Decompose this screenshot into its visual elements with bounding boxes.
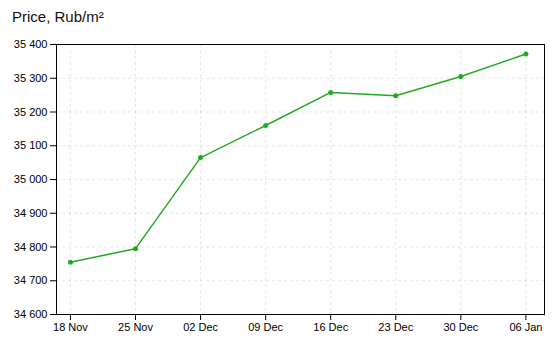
- svg-text:02 Dec: 02 Dec: [183, 321, 218, 333]
- svg-text:09 Dec: 09 Dec: [248, 321, 283, 333]
- svg-text:06 Jan: 06 Jan: [509, 321, 542, 333]
- svg-text:34 800: 34 800: [14, 241, 48, 253]
- svg-text:34 600: 34 600: [14, 308, 48, 320]
- svg-text:35 200: 35 200: [14, 106, 48, 118]
- svg-text:35 400: 35 400: [14, 38, 48, 50]
- svg-text:34 700: 34 700: [14, 274, 48, 286]
- svg-text:30 Dec: 30 Dec: [443, 321, 478, 333]
- svg-text:25 Nov: 25 Nov: [118, 321, 153, 333]
- html-text:Price, Rub/m²: Price, Rub/m²: [12, 8, 104, 25]
- svg-text:34 900: 34 900: [14, 207, 48, 219]
- svg-text:18 Nov: 18 Nov: [53, 321, 88, 333]
- svg-text:35 100: 35 100: [14, 139, 48, 151]
- svg-text:35 000: 35 000: [14, 173, 48, 185]
- svg-text:35 300: 35 300: [14, 72, 48, 84]
- svg-text:23 Dec: 23 Dec: [378, 321, 413, 333]
- svg-text:16 Dec: 16 Dec: [313, 321, 348, 333]
